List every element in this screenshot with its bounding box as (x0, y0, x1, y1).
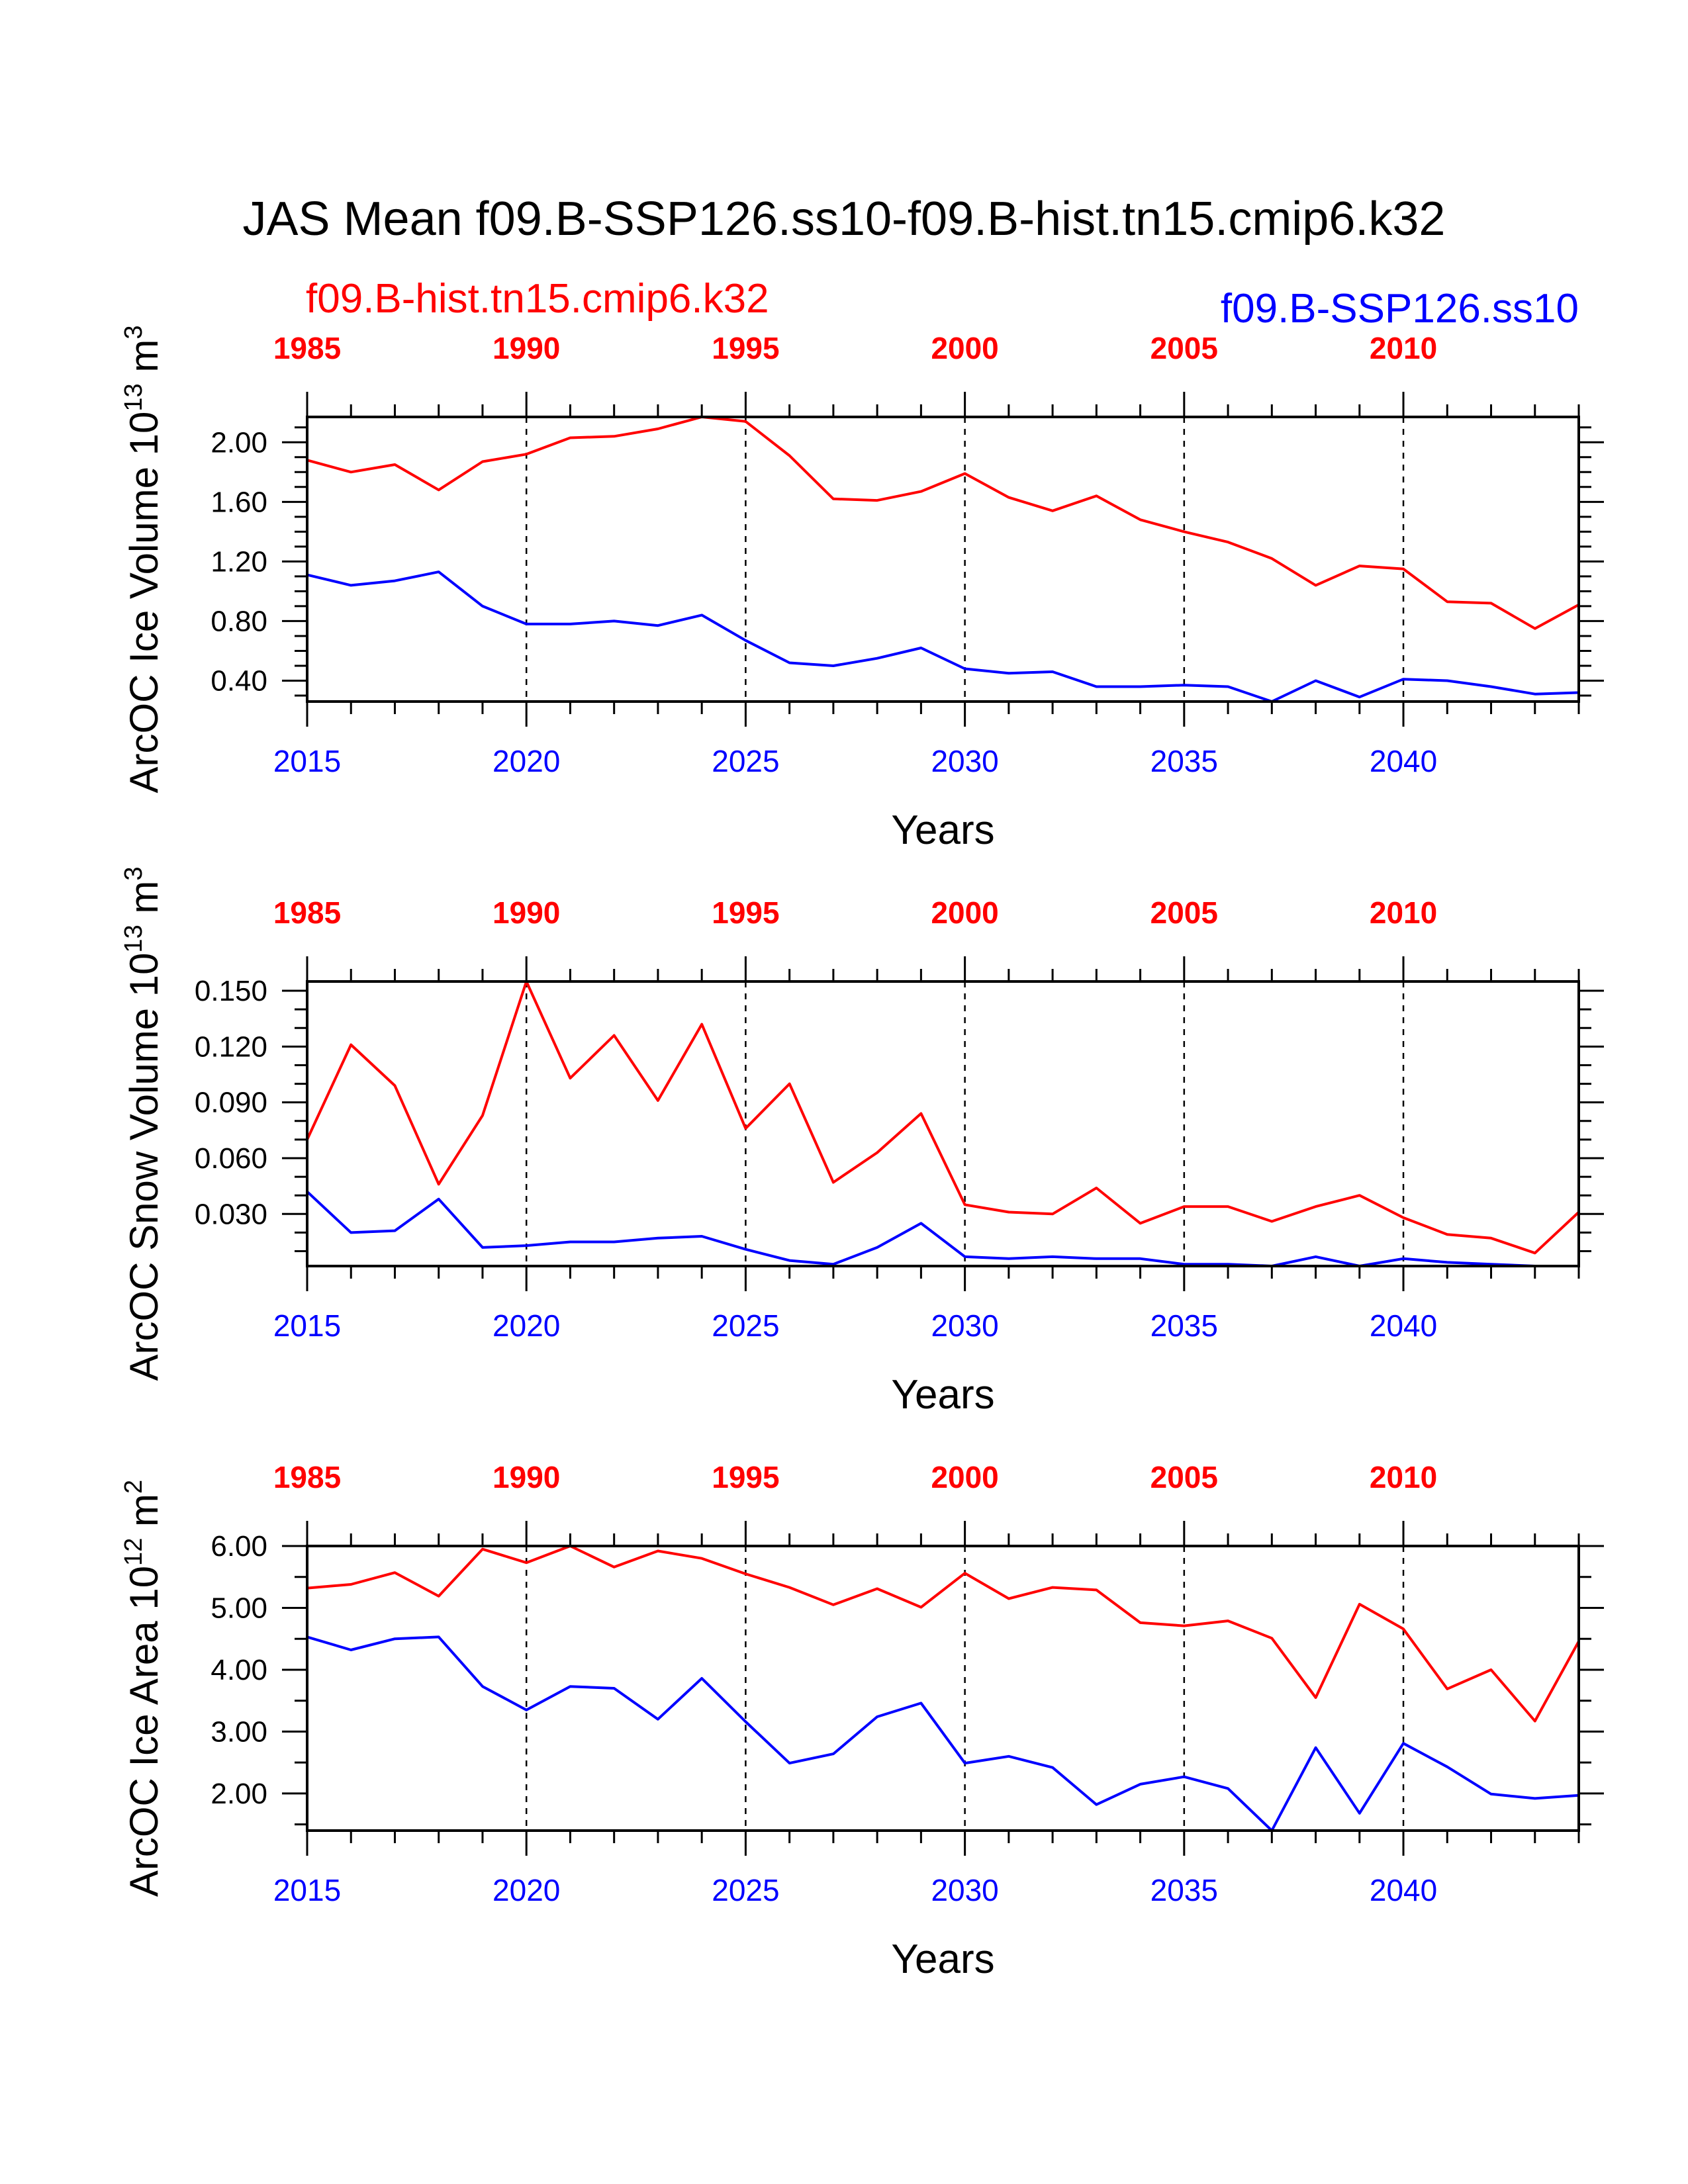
x-top-label: 1990 (492, 895, 560, 930)
y-axis-title-exponent: 13 (120, 383, 148, 411)
y-axis-title: ArcOC Snow Volume 1013 m3 (120, 866, 166, 1381)
y-tick-label: 0.120 (195, 1030, 267, 1063)
y-tick-label: 2.00 (211, 1778, 267, 1810)
x-bottom-label: 2015 (273, 744, 341, 778)
x-top-label: 1995 (712, 895, 779, 930)
x-top-label: 2010 (1370, 1460, 1437, 1494)
x-top-label: 1985 (273, 331, 341, 365)
y-axis-title: ArcOC Ice Area 1012 m2 (120, 1480, 166, 1897)
hist-series-line (306, 416, 1579, 630)
x-top-label: 2000 (931, 331, 998, 365)
x-bottom-label: 2020 (492, 1873, 560, 1907)
ssp-series-line (306, 1635, 1579, 1832)
y-tick-label: 1.60 (211, 486, 267, 518)
x-bottom-label: 2015 (273, 1873, 341, 1907)
y-tick-label: 0.090 (195, 1087, 267, 1119)
x-top-label: 2005 (1150, 895, 1218, 930)
x-top-label: 1995 (712, 331, 779, 365)
y-axis-title-exponent: 3 (120, 866, 148, 880)
x-top-label: 2005 (1150, 331, 1218, 365)
x-axis-title: Years (891, 807, 994, 853)
x-top-label: 2005 (1150, 1460, 1218, 1494)
legend-hist-label: f09.B-hist.tn15.cmip6.k32 (306, 276, 769, 322)
x-top-label: 2000 (931, 895, 998, 930)
x-top-label: 1995 (712, 1460, 779, 1494)
x-bottom-label: 2030 (931, 744, 998, 778)
y-axis-title-part: m (122, 340, 166, 384)
y-axis-title-exponent: 12 (120, 1538, 148, 1566)
y-tick-label: 4.00 (211, 1654, 267, 1686)
hist-series-line (306, 1545, 1580, 1723)
panel-1: 0.40 0.80 1.20 1.60 2.00 2015 1985 2020 1990 2025… (120, 326, 1604, 853)
x-bottom-label: 2040 (1370, 1308, 1437, 1343)
x-bottom-label: 2025 (712, 1308, 779, 1343)
y-tick-label: 3.00 (211, 1715, 267, 1748)
y-axis-title-exponent: 2 (120, 1480, 148, 1494)
x-axis-title: Years (891, 1936, 994, 1982)
y-axis-title-part: m (122, 881, 166, 925)
y-axis-title-part: m (122, 1494, 166, 1538)
x-top-label: 1990 (492, 1460, 560, 1494)
y-axis-title-exponent: 3 (120, 326, 148, 340)
x-bottom-label: 2025 (712, 1873, 779, 1907)
x-bottom-label: 2015 (273, 1308, 341, 1343)
x-top-label: 2010 (1370, 895, 1437, 930)
y-tick-label: 1.20 (211, 545, 267, 578)
y-tick-label: 0.030 (195, 1198, 267, 1230)
ssp-series-line (306, 570, 1579, 703)
x-axis-title: Years (891, 1372, 994, 1418)
x-bottom-label: 2020 (492, 1308, 560, 1343)
y-tick-label: 0.40 (211, 664, 267, 697)
x-bottom-label: 2030 (931, 1873, 998, 1907)
x-bottom-label: 2040 (1370, 744, 1437, 778)
x-top-label: 1990 (492, 331, 560, 365)
x-bottom-label: 2035 (1150, 744, 1218, 778)
x-top-label: 1985 (273, 895, 341, 930)
y-tick-label: 0.150 (195, 975, 267, 1007)
panel-2: 0.030 0.060 0.090 0.120 0.150 2015 1985 2020 199… (120, 866, 1604, 1418)
y-axis-title-part: ArcOC Snow Volume 10 (122, 953, 166, 1381)
x-bottom-label: 2030 (931, 1308, 998, 1343)
panel-3: 2.00 3.00 4.00 5.00 6.00 2015 1985 2020 1990 2025… (120, 1460, 1604, 1982)
y-axis-title-exponent: 13 (120, 925, 148, 952)
x-top-label: 2010 (1370, 331, 1437, 365)
plot-frame (306, 416, 1580, 703)
x-bottom-label: 2035 (1150, 1873, 1218, 1907)
chart-title: JAS Mean f09.B-SSP126.ss10-f09.B-hist.tn… (243, 193, 1446, 246)
x-top-label: 1985 (273, 1460, 341, 1494)
plot-frame (306, 980, 1580, 1267)
hist-series-line (306, 980, 1580, 1255)
y-tick-label: 2.00 (211, 426, 267, 459)
y-axis-title-part: ArcOC Ice Volume 10 (122, 412, 166, 794)
y-tick-label: 0.80 (211, 605, 267, 637)
y-axis-title: ArcOC Ice Volume 1013 m3 (120, 326, 166, 794)
x-bottom-label: 2025 (712, 744, 779, 778)
x-bottom-label: 2020 (492, 744, 560, 778)
x-bottom-label: 2035 (1150, 1308, 1218, 1343)
y-tick-label: 0.060 (195, 1142, 267, 1175)
y-tick-label: 6.00 (211, 1530, 267, 1563)
y-axis-title-part: ArcOC Ice Area 10 (122, 1566, 166, 1897)
legend-ssp-label: f09.B-SSP126.ss10 (1221, 286, 1579, 332)
plot-frame (306, 1545, 1580, 1832)
x-bottom-label: 2040 (1370, 1873, 1437, 1907)
y-tick-label: 5.00 (211, 1592, 267, 1624)
x-top-label: 2000 (931, 1460, 998, 1494)
